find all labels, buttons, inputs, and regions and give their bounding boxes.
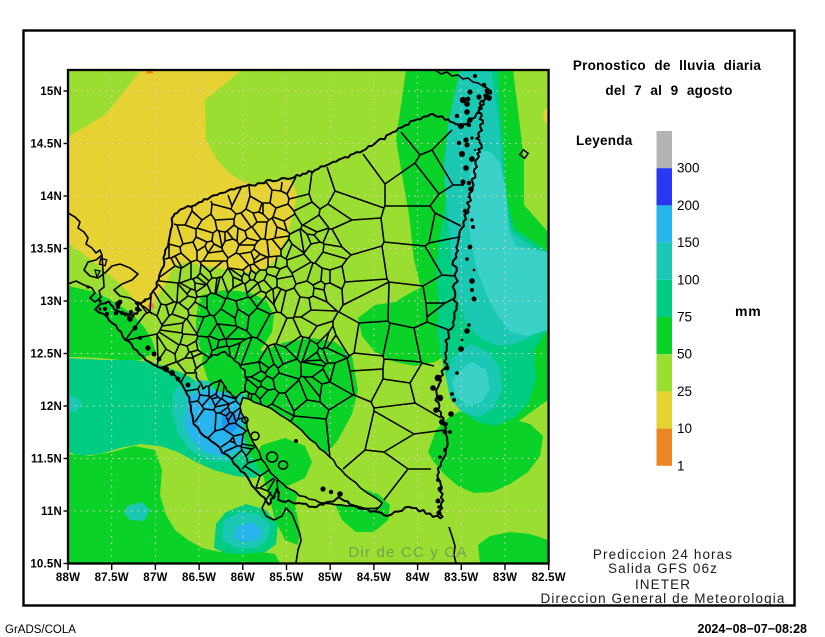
svg-text:86.5W: 86.5W — [182, 572, 216, 584]
svg-text:Dir de CC y CA: Dir de CC y CA — [348, 544, 467, 561]
svg-text:15N: 15N — [40, 86, 62, 98]
svg-text:83W: 83W — [493, 572, 517, 584]
svg-text:mm: mm — [735, 303, 762, 319]
svg-text:GrADS/COLA: GrADS/COLA — [5, 624, 76, 636]
svg-text:85W: 85W — [318, 572, 342, 584]
svg-text:82.5W: 82.5W — [532, 572, 566, 584]
svg-text:2024−08−07−08:28: 2024−08−07−08:28 — [698, 622, 808, 636]
svg-text:85.5W: 85.5W — [269, 572, 303, 584]
svg-text:300: 300 — [677, 161, 700, 176]
svg-text:Pronostico de lluvia diaria: Pronostico de lluvia diaria — [573, 58, 762, 73]
svg-text:13N: 13N — [40, 296, 62, 308]
svg-text:88W: 88W — [56, 572, 80, 584]
svg-text:11.5N: 11.5N — [31, 454, 62, 466]
svg-text:25: 25 — [677, 384, 692, 399]
svg-text:10.5N: 10.5N — [30, 559, 62, 571]
svg-text:10: 10 — [677, 421, 692, 436]
svg-text:INETER: INETER — [635, 577, 691, 592]
svg-text:75: 75 — [677, 310, 692, 325]
svg-text:12N: 12N — [40, 401, 62, 413]
svg-text:14.5N: 14.5N — [30, 139, 62, 151]
svg-text:84.5W: 84.5W — [357, 572, 391, 584]
svg-text:11N: 11N — [41, 506, 62, 518]
svg-text:87.5W: 87.5W — [95, 572, 129, 584]
svg-text:1: 1 — [677, 458, 685, 473]
svg-text:Prediccion 24 horas: Prediccion 24 horas — [593, 547, 733, 562]
svg-text:13.5N: 13.5N — [30, 244, 62, 256]
svg-text:50: 50 — [677, 347, 692, 362]
svg-text:100: 100 — [677, 272, 700, 287]
svg-text:Leyenda: Leyenda — [576, 133, 633, 148]
svg-text:150: 150 — [677, 235, 700, 250]
svg-text:del 7 al 9 agosto: del 7 al 9 agosto — [605, 83, 732, 98]
svg-text:86W: 86W — [231, 572, 255, 584]
svg-text:12.5N: 12.5N — [30, 349, 62, 361]
svg-text:14N: 14N — [40, 191, 62, 203]
svg-text:200: 200 — [677, 198, 700, 213]
svg-text:Direccion General de Meteorolo: Direccion General de Meteorologia — [541, 591, 786, 606]
svg-text:Salida GFS 06z: Salida GFS 06z — [608, 561, 718, 576]
svg-text:84W: 84W — [405, 572, 429, 584]
svg-text:87W: 87W — [143, 572, 167, 584]
svg-text:83.5W: 83.5W — [444, 572, 478, 584]
